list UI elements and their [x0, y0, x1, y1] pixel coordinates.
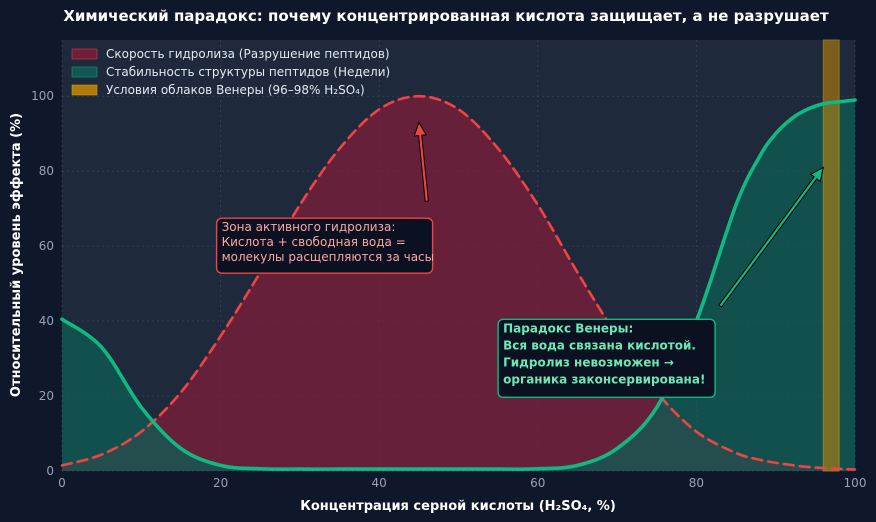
y-tick-label: 20	[39, 389, 54, 403]
series-lines	[60, 94, 857, 471]
venus-band-layer	[822, 39, 840, 472]
y-tick-label: 0	[46, 464, 54, 478]
y-tick-label: 100	[31, 89, 54, 103]
chart-title: Химический парадокс: почему концентриров…	[63, 7, 829, 25]
x-tick-label: 40	[372, 476, 387, 490]
series-fills	[62, 96, 855, 471]
x-tick-label: 0	[58, 476, 66, 490]
hydrolysis-annotation-text: Зона активного гидролиза:	[222, 220, 396, 234]
legend-swatch	[71, 48, 98, 60]
legend-label: Стабильность структуры пептидов (Недели)	[106, 65, 390, 79]
venus-annotation-text: Парадокс Венеры:	[503, 321, 633, 335]
legend-swatch	[71, 66, 98, 78]
x-tick-label: 60	[530, 476, 545, 490]
legend-swatch	[71, 84, 98, 96]
stability-series-line	[60, 98, 857, 471]
annotations: Зона активного гидролиза:Кислота + свобо…	[215, 121, 825, 399]
venus-annotation-text: органика законсервирована!	[503, 372, 705, 386]
hydrolysis-annotation-arrow	[413, 121, 429, 202]
stability-series-area	[62, 100, 855, 471]
y-tick-label: 80	[39, 164, 54, 178]
venus-band	[822, 39, 840, 472]
hydrolysis-series-line	[60, 94, 857, 471]
legend: Скорость гидролиза (Разрушение пептидов)…	[71, 47, 390, 97]
y-tick-label: 60	[39, 239, 54, 253]
venus-annotation-text: Гидролиз невозможен →	[503, 355, 674, 369]
hydrolysis-annotation-text: молекулы расщепляются за часы	[222, 250, 435, 264]
hydrolysis-annotation-text: Кислота + свободная вода =	[222, 235, 406, 249]
x-tick-label: 20	[213, 476, 228, 490]
hydrolysis-annotation-box	[215, 217, 434, 274]
tick-labels: 0 20 40 60 80 100 0 20 40 60 80 100	[31, 89, 866, 490]
hydrolysis-series-area	[62, 96, 855, 471]
y-axis-label: Относительный уровень эффекта (%)	[9, 113, 24, 397]
venus-annotation-text: Вся вода связана кислотой.	[503, 338, 696, 352]
y-tick-label: 40	[39, 314, 54, 328]
x-tick-label: 100	[844, 476, 867, 490]
x-tick-label: 80	[689, 476, 704, 490]
legend-label: Условия облаков Венеры (96–98% H₂SO₄)	[106, 83, 365, 97]
venus-annotation-arrow	[718, 166, 825, 308]
x-axis-label: Концентрация серной кислоты (H₂SO₄, %)	[300, 499, 616, 514]
venus-annotation-box	[497, 318, 716, 399]
legend-label: Скорость гидролиза (Разрушение пептидов)	[106, 47, 390, 61]
